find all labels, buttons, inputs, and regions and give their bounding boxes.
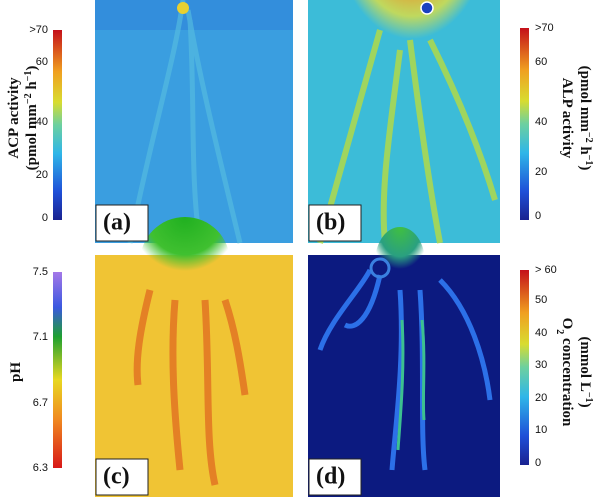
panel-label: (d) <box>316 464 345 490</box>
panel-label: (a) <box>103 210 131 236</box>
title-text: ALP activity <box>559 78 575 159</box>
colorbar-title: ACP activity <box>6 77 22 159</box>
image-c <box>95 217 293 497</box>
colorbar-tick-label: 7.1 <box>33 331 48 343</box>
colorbar-tick-label: 0 <box>42 212 48 224</box>
title-text: h <box>577 143 593 156</box>
title-text: pH <box>8 362 24 382</box>
colorbar <box>53 30 62 220</box>
colorbar-tick-label: 6.7 <box>33 397 48 409</box>
colorbar-title: ALP activity <box>559 78 575 159</box>
colorbar-tick-label: >70 <box>535 22 554 34</box>
colorbar-tick-label: 6.3 <box>33 462 48 474</box>
colorbar-tick-label: 50 <box>535 294 547 306</box>
colorbar-tick-label: 40 <box>535 327 547 339</box>
colorbar-tick-label: 20 <box>535 392 547 404</box>
colorbar-tick-label: 20 <box>535 166 547 178</box>
sup: −2 <box>584 132 595 143</box>
image-d <box>308 227 500 497</box>
colorbar-title: (mmol L−1) <box>577 336 595 407</box>
title-text: ) <box>577 403 593 408</box>
title-text: (pmol mm <box>24 104 40 171</box>
sup: −1 <box>23 71 34 82</box>
colorbar-title: (pmol mm−2 h−1) <box>23 66 41 171</box>
panel-label: (c) <box>103 464 130 490</box>
colorbar-title: pH <box>8 362 24 382</box>
colorbar-tick-label: 7.5 <box>33 266 48 278</box>
panel-label: (b) <box>316 210 345 236</box>
title-text: concentration <box>559 334 575 427</box>
colorbar-tick-label: 0 <box>535 457 541 469</box>
colorbar-tick-label: 40 <box>36 116 48 128</box>
colorbar <box>53 272 62 468</box>
panel-labels <box>95 204 362 496</box>
colorbar-tick-label: > 60 <box>535 264 557 276</box>
title-text: (mmol L <box>577 336 593 391</box>
image-b <box>308 0 500 244</box>
colorbar <box>520 28 529 220</box>
colorbar-tick-label: 40 <box>535 116 547 128</box>
colorbar-tick-label: 20 <box>36 169 48 181</box>
title-text: (pmol mm <box>577 66 593 133</box>
colorbar-tick-label: 60 <box>36 56 48 68</box>
colorbar-tick-label: >70 <box>29 24 48 36</box>
colorbar-tick-label: 0 <box>535 210 541 222</box>
colorbar-tick-label: 60 <box>535 56 547 68</box>
title-text: ACP activity <box>6 77 22 159</box>
colorbar-title: O2 concentration <box>555 318 576 427</box>
colorbar-tick-label: 30 <box>535 359 547 371</box>
colorbar-title: (pmol mm−2 h−1) <box>577 66 595 171</box>
sup: −1 <box>584 155 595 166</box>
colorbar <box>520 270 529 465</box>
sup: −1 <box>584 392 595 403</box>
sub: 2 <box>555 329 566 334</box>
title-text: O <box>559 318 575 330</box>
image-a <box>95 0 293 244</box>
colorbar-tick-label: 10 <box>535 424 547 436</box>
title-text: ) <box>24 66 40 71</box>
title-text: h <box>24 81 40 94</box>
title-text: ) <box>577 165 593 170</box>
sup: −2 <box>23 93 34 104</box>
